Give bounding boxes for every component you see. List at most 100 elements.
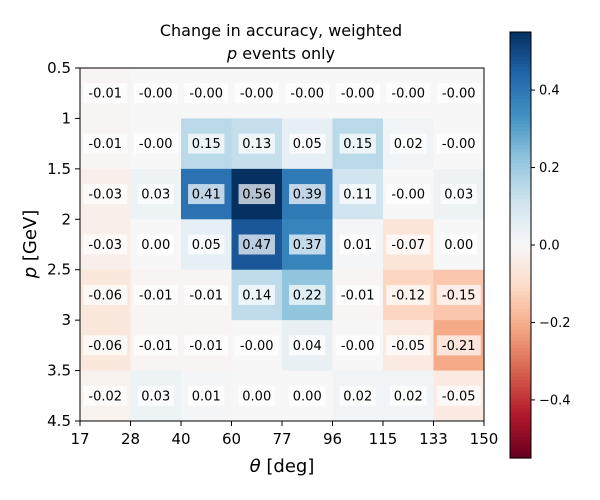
cell-value-label: -0.00 [442, 137, 476, 152]
colorbar-strip [510, 74, 531, 79]
cell-label-background [83, 184, 128, 205]
cell-label-background [238, 133, 275, 154]
x-axis-unit: [deg] [261, 456, 315, 477]
colorbar-strip [510, 284, 531, 289]
colorbar-strip [510, 301, 531, 306]
colorbar-strip [510, 85, 531, 90]
colorbar-strip [510, 433, 531, 438]
colorbar-strip [510, 159, 531, 164]
colorbar-strip [510, 174, 531, 179]
colorbar-strip [510, 92, 531, 97]
colorbar-strip [510, 365, 531, 370]
colorbar-strip [510, 110, 531, 115]
colorbar-strip [510, 138, 531, 143]
colorbar-strip [510, 131, 531, 136]
colorbar-strip [510, 53, 531, 58]
y-tick-label: 3.5 [47, 362, 71, 380]
colorbar-strip [510, 170, 531, 175]
cell-value-label: -0.07 [391, 238, 425, 253]
cell-value-label: 0.47 [242, 238, 271, 253]
cell-label-background [390, 133, 427, 154]
cell-label-background [285, 83, 330, 104]
cell-value-label: 0.13 [242, 137, 271, 152]
colorbar-strip [510, 245, 531, 250]
cell-value-label: 0.56 [242, 188, 271, 203]
cell-label-background [386, 284, 431, 305]
colorbar-strip [510, 330, 531, 335]
colorbar-strip [510, 42, 531, 47]
cell-value-label: -0.00 [139, 137, 173, 152]
colorbar-strip [510, 202, 531, 207]
colorbar-strip [510, 213, 531, 218]
cell-label-background [137, 184, 174, 205]
colorbar-strip [510, 298, 531, 303]
colorbar-strip [510, 237, 531, 243]
y-axis-label: p [GeV] [20, 210, 41, 280]
cell-label-background [436, 385, 481, 406]
colorbar-strip [510, 344, 531, 349]
colorbar-strip [510, 67, 531, 72]
cell-value-label: -0.00 [189, 87, 223, 102]
y-tick-label: 1.5 [47, 160, 71, 178]
cell-label-background [386, 83, 431, 104]
cell-label-background [137, 234, 174, 255]
cell-value-label: -0.00 [139, 87, 173, 102]
x-tick-label: 150 [470, 430, 499, 448]
y-tick-label: 2.5 [47, 261, 71, 279]
colorbar-strip [510, 241, 531, 246]
colorbar-strip [510, 319, 531, 324]
colorbar-strip [510, 440, 531, 445]
cell-label-background [188, 133, 225, 154]
x-tick-label: 28 [121, 430, 140, 448]
cell-label-background [289, 284, 326, 305]
cell-label-background [339, 234, 376, 255]
colorbar-strip [510, 191, 531, 196]
cell-label-background [133, 133, 178, 154]
cell-label-background [436, 133, 481, 154]
colorbar-strip [510, 252, 531, 257]
colorbar-strip [510, 394, 531, 399]
colorbar-strip [510, 145, 531, 150]
colorbar-strip [510, 305, 531, 310]
cell-value-label: -0.03 [88, 238, 122, 253]
colorbar-strip [510, 32, 531, 37]
colorbar-strip [510, 134, 531, 140]
cell-value-label: 0.05 [293, 137, 322, 152]
colorbar-strip [510, 415, 531, 420]
cell-label-background [339, 184, 376, 205]
cell-value-label: 0.00 [242, 389, 271, 404]
cell-value-label: 0.01 [343, 238, 372, 253]
cell-value-label: -0.01 [88, 87, 122, 102]
x-tick-label: 17 [70, 430, 89, 448]
colorbar-tick-label: 0.2 [539, 161, 560, 176]
colorbar-strip [510, 429, 531, 434]
colorbar-strip [510, 387, 531, 392]
cell-label-background [335, 284, 380, 305]
colorbar-strip [510, 333, 531, 338]
colorbar-strip [510, 248, 531, 253]
cell-value-label: 0.02 [394, 389, 423, 404]
colorbar-strip [510, 447, 531, 452]
colorbar-strip [510, 347, 531, 353]
colorbar-strip [510, 337, 531, 342]
cell-label-background [238, 184, 275, 205]
cell-value-label: 0.00 [141, 238, 170, 253]
colorbar-strip [510, 454, 531, 459]
colorbar-strip [510, 227, 531, 232]
colorbar-strip [510, 358, 531, 363]
cell-value-label: -0.00 [240, 339, 274, 354]
cell-value-label: -0.15 [442, 288, 476, 303]
cell-label-background [335, 83, 380, 104]
colorbar-strip [510, 124, 531, 129]
y-tick-label: 3 [61, 311, 71, 329]
colorbar-strip [510, 266, 531, 271]
y-axis-unit: [GeV] [20, 210, 41, 267]
cell-label-background [83, 335, 128, 356]
cell-label-background [83, 83, 128, 104]
y-tick-label: 1 [61, 109, 71, 127]
cell-label-background [289, 133, 326, 154]
colorbar-strip [510, 291, 531, 296]
cell-label-background [83, 234, 128, 255]
cell-label-background [339, 133, 376, 154]
colorbar-strip [510, 149, 531, 154]
